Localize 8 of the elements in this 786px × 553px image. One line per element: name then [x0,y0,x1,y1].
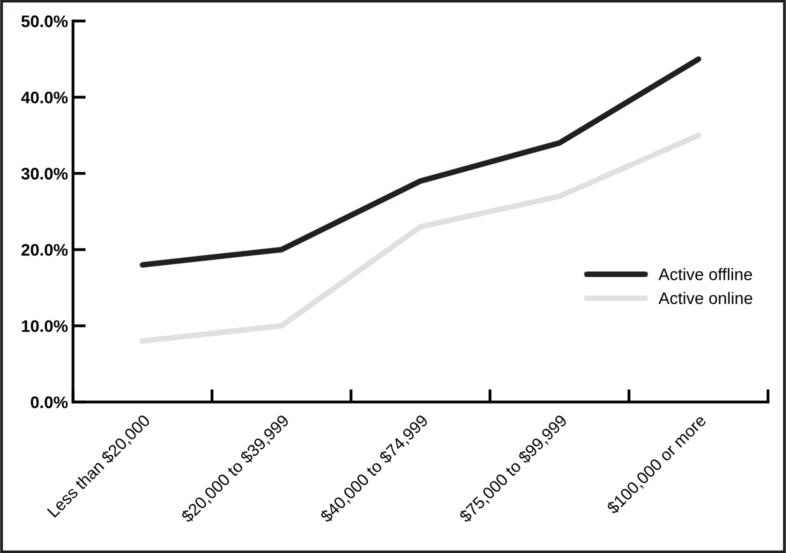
y-tick-label: 40.0% [21,92,68,104]
y-tick-label: 0.0% [30,396,68,408]
y-tick-label: 10.0% [22,320,68,332]
y-tick-label: 30.0% [21,168,68,180]
y-tick-label: 50.0% [21,15,68,28]
y-tick-label: 20.0% [21,244,68,256]
legend-label: Active offline [658,268,752,280]
legend-label: Active online [658,292,752,304]
